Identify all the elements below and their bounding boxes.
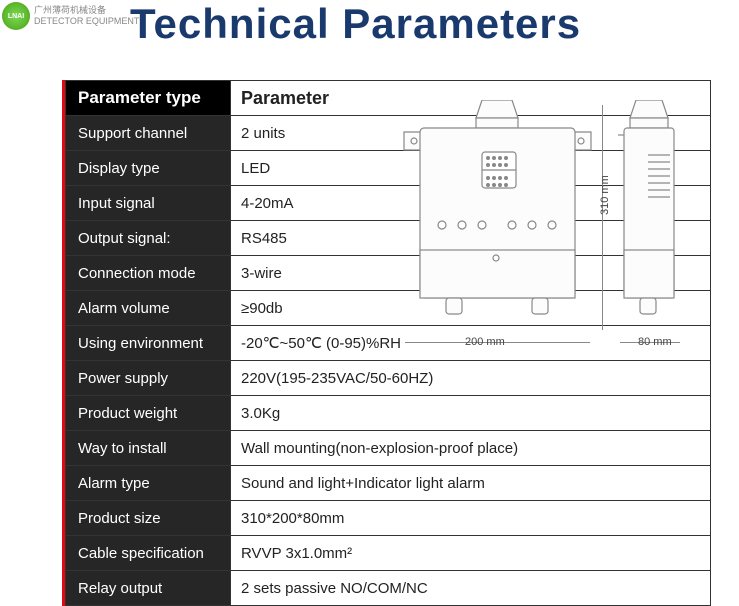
dimension-depth: 80 mm — [638, 336, 672, 348]
logo-badge-icon: LNAI — [2, 2, 30, 30]
param-value: 310*200*80mm — [231, 501, 711, 536]
param-value: Sound and light+Indicator light alarm — [231, 466, 711, 501]
param-label: Using environment — [66, 326, 231, 361]
table-row: Using environment-20℃~50℃ (0-95)%RH — [66, 326, 711, 361]
table-header-row: Parameter type Parameter — [66, 81, 711, 116]
table-row: Alarm typeSound and light+Indicator ligh… — [66, 466, 711, 501]
table-row: Output signal:RS485 — [66, 221, 711, 256]
page-title: Technical Parameters — [130, 0, 581, 48]
table-row: Alarm volume≥90db — [66, 291, 711, 326]
table-row: Way to installWall mounting(non-explosio… — [66, 431, 711, 466]
param-value: RVVP 3x1.0mm² — [231, 536, 711, 571]
param-label: Input signal — [66, 186, 231, 221]
param-value: 220V(195-235VAC/50-60HZ) — [231, 361, 711, 396]
table-row: Power supply220V(195-235VAC/50-60HZ) — [66, 361, 711, 396]
dim-line-height — [602, 105, 603, 330]
device-side-drawing — [618, 100, 693, 335]
table-row: Relay output2 sets passive NO/COM/NC — [66, 571, 711, 606]
table-row: Connection mode3-wire — [66, 256, 711, 291]
param-label: Support channel — [66, 116, 231, 151]
device-front-drawing — [400, 100, 595, 335]
param-label: Alarm volume — [66, 291, 231, 326]
table-row: Product size310*200*80mm — [66, 501, 711, 536]
parameters-table: Parameter type Parameter Support channel… — [62, 80, 711, 606]
table-row: Support channel2 units — [66, 116, 711, 151]
param-label: Way to install — [66, 431, 231, 466]
param-label: Product weight — [66, 396, 231, 431]
param-label: Connection mode — [66, 256, 231, 291]
brand-logo: LNAI 广州薄荷机械设备 DETECTOR EQUIPMENT — [2, 2, 139, 30]
logo-chinese: 广州薄荷机械设备 — [34, 5, 139, 16]
param-label: Display type — [66, 151, 231, 186]
param-label: Power supply — [66, 361, 231, 396]
header-label: Parameter type — [66, 81, 231, 116]
param-label: Relay output — [66, 571, 231, 606]
dimension-height: 310 mm — [599, 175, 611, 215]
table-row: Input signal4-20mA — [66, 186, 711, 221]
table-row: Product weight3.0Kg — [66, 396, 711, 431]
param-label: Alarm type — [66, 466, 231, 501]
param-label: Product size — [66, 501, 231, 536]
table-row: Cable specificationRVVP 3x1.0mm² — [66, 536, 711, 571]
param-value: 3.0Kg — [231, 396, 711, 431]
param-value: Wall mounting(non-explosion-proof place) — [231, 431, 711, 466]
logo-text: 广州薄荷机械设备 DETECTOR EQUIPMENT — [34, 5, 139, 27]
dimension-width: 200 mm — [465, 336, 505, 348]
table-row: Display typeLED — [66, 151, 711, 186]
param-value: 2 sets passive NO/COM/NC — [231, 571, 711, 606]
param-label: Output signal: — [66, 221, 231, 256]
logo-english: DETECTOR EQUIPMENT — [34, 16, 139, 27]
param-label: Cable specification — [66, 536, 231, 571]
